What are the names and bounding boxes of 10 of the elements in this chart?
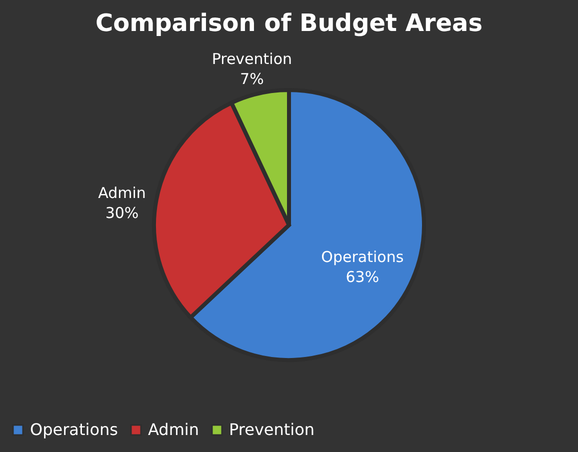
slice-label: Prevention (212, 50, 292, 68)
data-label: 7% (240, 70, 264, 88)
legend-label: Prevention (229, 420, 315, 439)
legend-label: Admin (148, 420, 199, 439)
slice-label: Operations (321, 248, 404, 266)
chart-title: Comparison of Budget Areas (95, 9, 483, 37)
legend-label: Operations (30, 420, 118, 439)
data-label: 63% (346, 268, 380, 286)
slice-label: Admin (98, 184, 146, 202)
data-label: 30% (105, 204, 139, 222)
